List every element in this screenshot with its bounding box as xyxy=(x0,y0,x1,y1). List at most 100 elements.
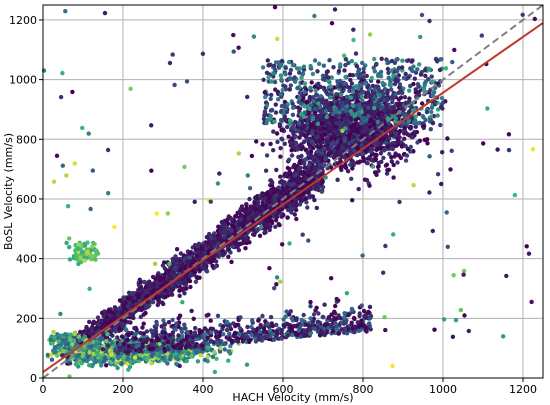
data-point xyxy=(340,103,345,109)
data-point xyxy=(239,212,244,218)
data-point xyxy=(84,324,89,330)
data-point xyxy=(374,102,379,107)
data-point xyxy=(411,64,416,69)
data-point xyxy=(263,203,269,208)
data-point xyxy=(416,121,422,126)
data-point xyxy=(316,61,322,66)
data-point xyxy=(380,80,385,86)
data-point xyxy=(263,168,269,173)
data-point xyxy=(141,312,146,317)
data-point xyxy=(290,101,295,106)
data-point xyxy=(402,136,407,141)
data-point xyxy=(333,106,339,112)
data-point xyxy=(361,129,366,134)
data-point xyxy=(376,79,381,84)
data-point xyxy=(142,279,147,285)
data-point xyxy=(295,85,300,91)
data-point xyxy=(315,121,321,127)
data-point xyxy=(315,144,320,149)
data-point xyxy=(325,139,330,144)
data-point xyxy=(287,87,292,92)
data-point xyxy=(241,208,246,213)
data-point xyxy=(268,141,273,147)
data-point xyxy=(385,66,391,72)
data-point xyxy=(396,97,401,102)
data-point xyxy=(163,288,168,293)
data-point xyxy=(439,57,444,62)
data-point xyxy=(357,102,362,108)
data-point xyxy=(357,159,363,164)
data-point xyxy=(361,75,366,80)
data-point xyxy=(343,74,348,80)
data-point xyxy=(430,79,435,85)
data-point xyxy=(298,101,304,106)
data-point xyxy=(282,141,287,146)
data-point xyxy=(297,121,302,126)
data-point xyxy=(340,121,345,126)
data-point xyxy=(378,69,384,75)
data-point xyxy=(429,105,435,110)
data-point xyxy=(279,58,285,64)
data-point xyxy=(302,161,307,166)
data-point xyxy=(357,113,362,118)
data-point xyxy=(430,93,436,98)
data-point xyxy=(364,177,370,183)
data-point xyxy=(385,97,390,102)
data-point xyxy=(188,284,193,290)
data-point xyxy=(428,117,434,123)
data-point xyxy=(335,177,340,182)
data-point xyxy=(351,103,356,109)
data-point xyxy=(171,257,176,262)
data-point xyxy=(354,63,360,69)
data-point xyxy=(309,139,315,144)
data-point xyxy=(389,58,395,64)
data-point xyxy=(379,56,384,61)
data-point xyxy=(260,193,266,199)
data-point xyxy=(278,73,283,78)
data-point xyxy=(293,119,298,125)
data-point xyxy=(144,289,149,295)
data-point xyxy=(262,109,268,114)
data-point xyxy=(138,314,143,320)
data-point xyxy=(299,75,304,80)
data-point xyxy=(391,175,396,180)
data-point xyxy=(348,151,353,156)
data-point xyxy=(190,245,195,250)
data-point xyxy=(301,114,307,120)
data-point xyxy=(323,156,328,162)
data-point xyxy=(423,73,428,79)
data-point xyxy=(335,121,340,126)
data-point xyxy=(297,96,302,101)
data-point xyxy=(299,198,305,203)
data-point xyxy=(375,146,380,152)
data-point xyxy=(316,101,321,106)
data-point xyxy=(297,106,303,111)
data-point xyxy=(264,219,269,224)
data-point xyxy=(189,272,194,278)
data-point xyxy=(204,260,209,266)
data-point xyxy=(403,158,409,163)
data-point xyxy=(397,82,403,87)
data-point xyxy=(232,240,237,245)
data-point xyxy=(393,116,398,121)
data-point xyxy=(392,154,397,159)
data-point xyxy=(268,96,273,102)
data-point xyxy=(268,178,274,183)
data-point xyxy=(284,109,290,115)
data-point xyxy=(326,75,331,80)
data-point xyxy=(356,186,361,192)
data-point xyxy=(312,165,317,170)
data-point xyxy=(268,189,273,194)
data-point xyxy=(372,56,377,62)
data-point xyxy=(235,244,240,250)
data-point xyxy=(213,264,218,269)
data-point xyxy=(313,88,318,93)
data-point xyxy=(399,65,405,70)
data-point xyxy=(404,153,410,158)
data-point xyxy=(288,122,293,127)
data-point xyxy=(390,105,395,110)
data-point xyxy=(292,162,297,168)
data-point xyxy=(362,125,367,130)
data-point xyxy=(273,110,279,115)
data-point xyxy=(278,146,283,151)
